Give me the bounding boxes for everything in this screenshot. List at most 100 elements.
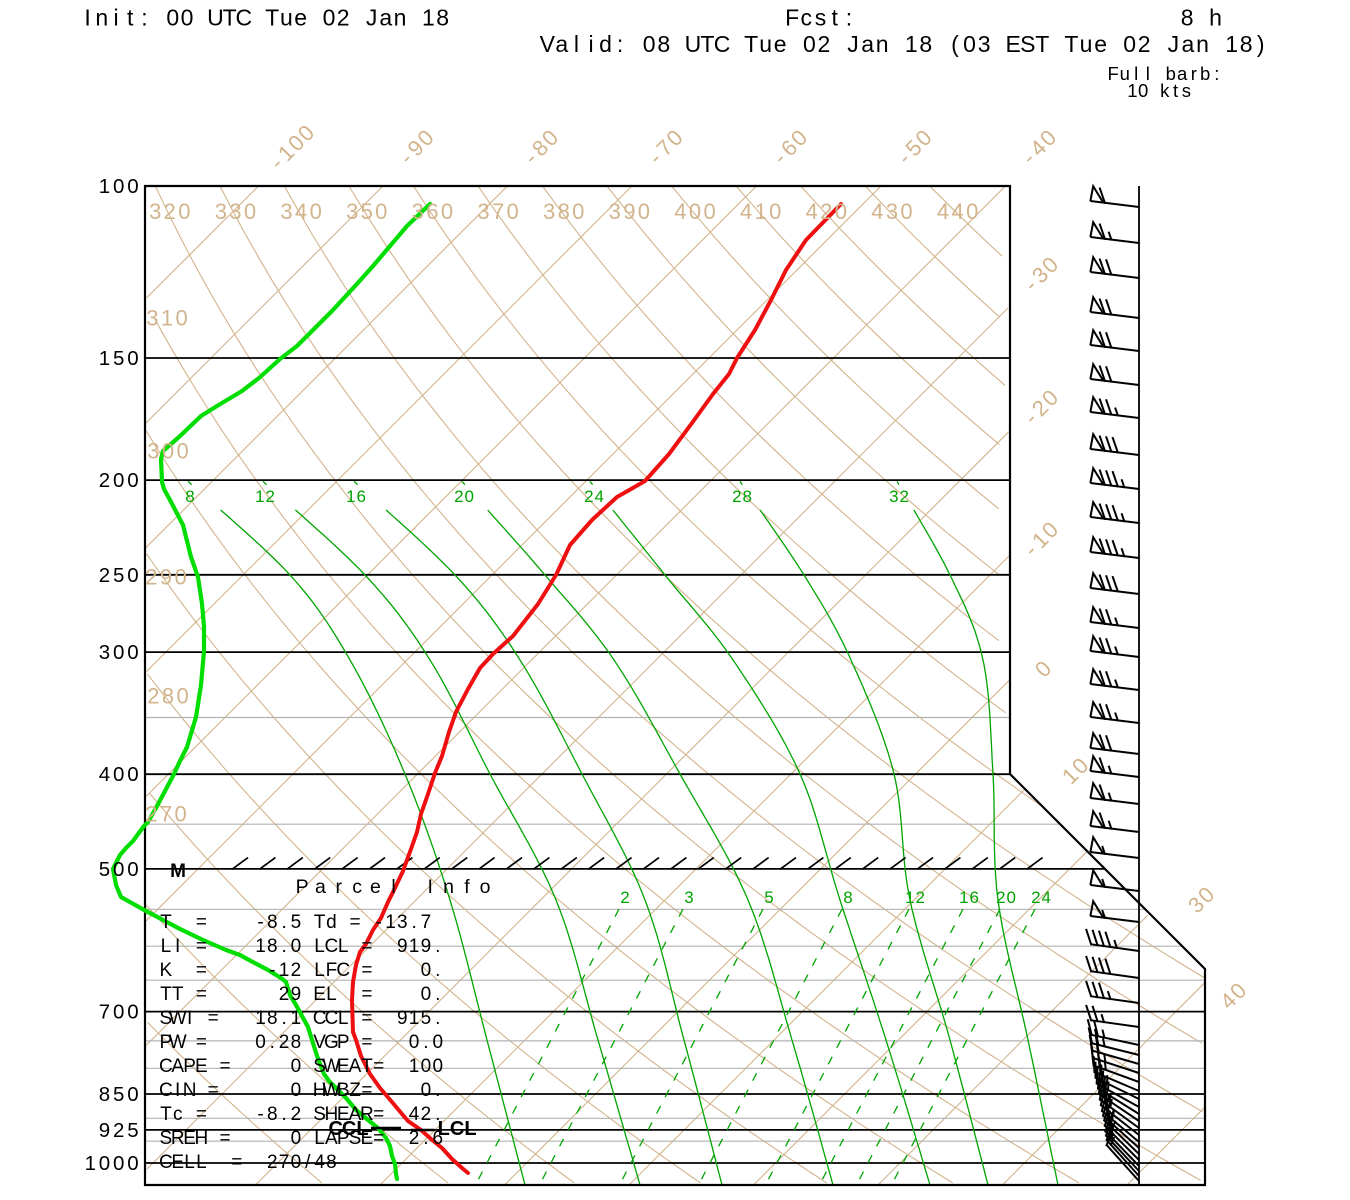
- svg-text:c: c: [801, 5, 813, 31]
- svg-text:9: 9: [99, 1119, 110, 1142]
- svg-text:=: =: [361, 1008, 372, 1029]
- svg-text:d: d: [326, 912, 337, 933]
- svg-text:0: 0: [127, 1083, 138, 1106]
- svg-text:P: P: [337, 1128, 350, 1149]
- svg-text:u: u: [759, 31, 772, 57]
- svg-text:2: 2: [620, 888, 629, 907]
- svg-text:5: 5: [113, 347, 124, 370]
- svg-text:=: =: [208, 1008, 219, 1029]
- svg-text:=: =: [219, 1128, 230, 1149]
- svg-text:3: 3: [886, 199, 898, 224]
- svg-text:1: 1: [409, 1008, 420, 1029]
- svg-text:0: 0: [769, 199, 781, 224]
- svg-text:4: 4: [594, 487, 603, 506]
- svg-text:0: 0: [433, 1056, 444, 1077]
- svg-text:a: a: [315, 876, 326, 898]
- svg-text:0: 0: [900, 199, 912, 224]
- svg-text:1: 1: [279, 960, 290, 981]
- svg-text:7: 7: [160, 802, 172, 827]
- svg-text:0: 0: [291, 1152, 302, 1173]
- svg-text:0: 0: [113, 641, 124, 664]
- svg-text:c: c: [352, 876, 362, 898]
- svg-text:e: e: [294, 5, 307, 31]
- svg-text:r: r: [1191, 63, 1197, 84]
- svg-text:2: 2: [732, 487, 741, 506]
- svg-text:(: (: [951, 31, 959, 57]
- svg-text:C: C: [159, 1056, 173, 1077]
- svg-text:7: 7: [492, 199, 504, 224]
- svg-text:9: 9: [397, 1008, 408, 1029]
- svg-text:J: J: [1168, 31, 1180, 57]
- svg-text:1: 1: [385, 912, 396, 933]
- svg-text:8: 8: [558, 199, 570, 224]
- svg-text:T: T: [744, 31, 758, 57]
- svg-text:T: T: [1064, 31, 1078, 57]
- svg-text:5: 5: [127, 1119, 138, 1142]
- svg-text:t: t: [832, 5, 839, 31]
- svg-text:=: =: [219, 1056, 230, 1077]
- svg-text:.: .: [281, 912, 286, 933]
- svg-text:4: 4: [951, 199, 963, 224]
- svg-text:e: e: [370, 876, 381, 898]
- svg-text:1: 1: [409, 936, 420, 957]
- svg-text:S: S: [160, 1128, 173, 1149]
- svg-text:0: 0: [166, 5, 179, 31]
- svg-text:2: 2: [421, 1104, 432, 1125]
- svg-text:C: C: [714, 31, 731, 57]
- svg-text:2: 2: [145, 565, 157, 590]
- svg-text:5: 5: [764, 888, 773, 907]
- svg-text:0: 0: [966, 199, 978, 224]
- svg-text:9: 9: [421, 936, 432, 957]
- svg-text:2: 2: [818, 31, 831, 57]
- svg-text:2: 2: [267, 1152, 278, 1173]
- svg-text:0: 0: [421, 1080, 432, 1101]
- svg-text:3: 3: [412, 199, 424, 224]
- svg-text:2: 2: [820, 199, 832, 224]
- svg-text:T: T: [1035, 31, 1049, 57]
- svg-text:i: i: [588, 31, 593, 57]
- svg-text:L: L: [338, 936, 349, 957]
- svg-text:-: -: [257, 1104, 263, 1125]
- svg-text:2: 2: [265, 487, 274, 506]
- svg-text:4: 4: [295, 199, 307, 224]
- svg-text:3: 3: [146, 306, 158, 331]
- svg-text:8: 8: [162, 684, 174, 709]
- svg-text:=: =: [196, 912, 207, 933]
- svg-text:S: S: [1020, 31, 1035, 57]
- svg-text:L: L: [356, 1118, 368, 1140]
- svg-text:0: 0: [421, 984, 432, 1005]
- svg-text:f: f: [464, 876, 470, 898]
- svg-text:0: 0: [127, 641, 138, 664]
- svg-text:.: .: [435, 960, 440, 981]
- svg-text:B: B: [337, 1080, 350, 1101]
- svg-text:8: 8: [267, 1008, 278, 1029]
- svg-text:8: 8: [267, 912, 278, 933]
- svg-text:4: 4: [937, 199, 949, 224]
- svg-text:3: 3: [280, 199, 292, 224]
- svg-text:=: =: [373, 1104, 384, 1125]
- svg-text:E: E: [183, 1128, 196, 1149]
- svg-text:W: W: [169, 1032, 187, 1053]
- svg-text:8: 8: [267, 936, 278, 957]
- svg-text:S: S: [349, 1128, 362, 1149]
- svg-text:E: E: [337, 1104, 350, 1125]
- svg-text:G: G: [324, 1032, 339, 1053]
- svg-text:0: 0: [1006, 888, 1015, 907]
- svg-text:M: M: [170, 861, 186, 882]
- svg-text:C: C: [235, 5, 252, 31]
- svg-text:=: =: [196, 1104, 207, 1125]
- svg-text:3: 3: [99, 641, 110, 664]
- svg-text:0: 0: [1123, 31, 1136, 57]
- svg-text:.: .: [423, 1128, 428, 1149]
- svg-text:3: 3: [397, 912, 408, 933]
- svg-text:R: R: [360, 1104, 374, 1125]
- svg-text:1: 1: [291, 1008, 302, 1029]
- svg-text:3: 3: [889, 487, 898, 506]
- svg-text:0: 0: [323, 5, 336, 31]
- svg-text:t: t: [1173, 80, 1178, 101]
- svg-text:2: 2: [584, 487, 593, 506]
- svg-text:1: 1: [99, 175, 110, 198]
- svg-text:.: .: [435, 1008, 440, 1029]
- svg-text:L: L: [326, 984, 337, 1005]
- svg-text:2: 2: [1138, 31, 1151, 57]
